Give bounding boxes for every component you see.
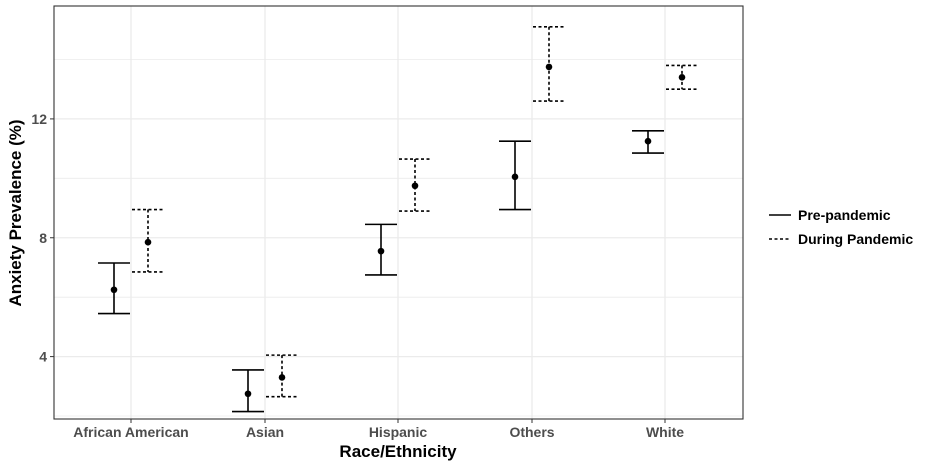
data-point-during-pandemic	[678, 74, 686, 81]
x-tick-label: African American	[73, 424, 188, 440]
marks-layer	[98, 25, 698, 413]
y-tick-label: 8	[39, 230, 47, 246]
x-tick-label: White	[646, 424, 684, 440]
data-point-during-pandemic	[144, 238, 152, 246]
x-tick-label: Others	[509, 424, 554, 440]
legend-label-pre-pandemic: Pre-pandemic	[798, 207, 891, 223]
x-tick-label: Asian	[246, 424, 284, 440]
data-point-pre-pandemic	[244, 390, 252, 398]
legend: Pre-pandemic During Pandemic	[769, 207, 913, 247]
data-point-during-pandemic	[545, 63, 553, 71]
legend-label-during-pandemic: During Pandemic	[798, 231, 913, 247]
x-axis-title: Race/Ethnicity	[339, 442, 457, 461]
data-point-pre-pandemic	[644, 137, 652, 145]
y-tick-label: 4	[39, 349, 47, 365]
grid-layer	[54, 6, 743, 419]
data-point-during-pandemic	[411, 182, 419, 190]
data-point-pre-pandemic	[377, 247, 385, 255]
data-point-pre-pandemic	[511, 173, 519, 181]
y-tick-label: 12	[31, 111, 47, 127]
data-point-pre-pandemic	[110, 286, 118, 294]
axis-layer: 4 8 12 African American Asian Hispanic Others W…	[31, 111, 684, 440]
y-axis-title: Anxiety Prevalence (%)	[6, 119, 25, 306]
x-tick-label: Hispanic	[369, 424, 428, 440]
data-point-during-pandemic	[278, 374, 286, 381]
